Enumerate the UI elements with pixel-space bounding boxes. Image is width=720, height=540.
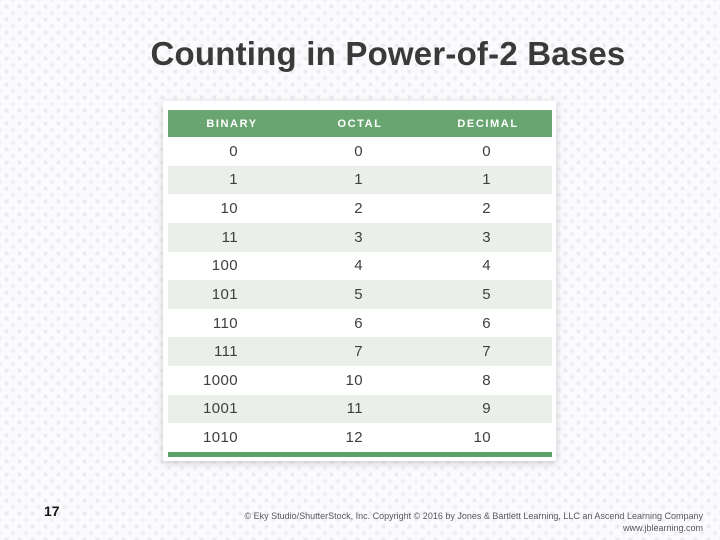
copyright-line: © Eky Studio/ShutterStock, Inc. Copyrigh… — [244, 511, 703, 521]
table-row: 11 3 3 — [168, 222, 552, 252]
table-row: 100 4 4 — [168, 251, 552, 281]
footer-url: www.jblearning.com — [622, 523, 703, 533]
cell-decimal: 0 — [482, 142, 491, 160]
table-bottom-bar — [168, 451, 552, 457]
cell-decimal: 6 — [482, 314, 491, 332]
cell-decimal: 2 — [482, 200, 491, 218]
table-row: 10 2 2 — [168, 194, 552, 223]
cell-octal: 5 — [354, 285, 363, 303]
cell-octal: 0 — [354, 142, 363, 160]
column-header-decimal: DECIMAL — [457, 117, 519, 130]
table-row: 1 1 1 — [168, 165, 552, 195]
cell-binary: 11 — [221, 228, 238, 246]
table-row: 1001 11 9 — [168, 394, 552, 424]
cell-decimal: 1 — [482, 171, 491, 189]
cell-octal: 11 — [346, 400, 363, 418]
cell-octal: 2 — [354, 200, 363, 218]
cell-decimal: 10 — [473, 429, 491, 447]
cell-binary: 1000 — [203, 371, 238, 389]
cell-decimal: 5 — [482, 285, 491, 303]
cell-decimal: 7 — [482, 343, 491, 361]
cell-binary: 1001 — [203, 400, 238, 418]
cell-decimal: 3 — [482, 228, 491, 246]
table-body: 0 0 0 1 1 1 10 2 2 11 3 3 100 4 4 101 5 5 110 6 6 111 7 7 1000 10… — [168, 137, 552, 452]
table-row: 1010 12 10 — [168, 423, 552, 452]
cell-octal: 1 — [354, 171, 363, 189]
table-row: 111 7 7 — [168, 337, 552, 366]
cell-octal: 7 — [354, 343, 363, 361]
cell-binary: 100 — [211, 257, 238, 275]
table-row: 110 6 6 — [168, 308, 552, 338]
cell-octal: 12 — [345, 429, 363, 447]
table-row: 101 5 5 — [168, 280, 552, 309]
cell-octal: 10 — [345, 371, 363, 389]
conversion-table: BINARY OCTAL DECIMAL 0 0 0 1 1 1 10 2 2 11 3 3 100 4 4… — [168, 110, 552, 457]
conversion-table-card: BINARY OCTAL DECIMAL 0 0 0 1 1 1 10 2 2 11 3 3 100 4 4… — [163, 101, 556, 461]
column-header-octal: OCTAL — [337, 117, 383, 130]
cell-binary: 110 — [212, 314, 238, 332]
cell-octal: 6 — [354, 314, 363, 332]
table-header-row: BINARY OCTAL DECIMAL — [168, 110, 552, 137]
column-header-binary: BINARY — [206, 117, 258, 130]
cell-binary: 1 — [229, 171, 238, 189]
page-number: 17 — [44, 503, 60, 519]
cell-octal: 3 — [354, 228, 363, 246]
cell-binary: 111 — [213, 343, 238, 361]
cell-octal: 4 — [354, 257, 363, 275]
cell-binary: 0 — [229, 142, 238, 160]
table-row: 0 0 0 — [168, 137, 552, 166]
cell-decimal: 8 — [482, 371, 491, 389]
table-row: 1000 10 8 — [168, 366, 552, 395]
copyright-footer: © Eky Studio/ShutterStock, Inc. Copyrigh… — [244, 510, 703, 534]
slide-title: Counting in Power-of-2 Bases — [150, 35, 626, 72]
cell-binary: 10 — [220, 200, 238, 218]
cell-decimal: 4 — [482, 257, 491, 275]
cell-binary: 1010 — [203, 429, 238, 447]
cell-decimal: 9 — [482, 400, 491, 418]
cell-binary: 101 — [211, 285, 238, 303]
